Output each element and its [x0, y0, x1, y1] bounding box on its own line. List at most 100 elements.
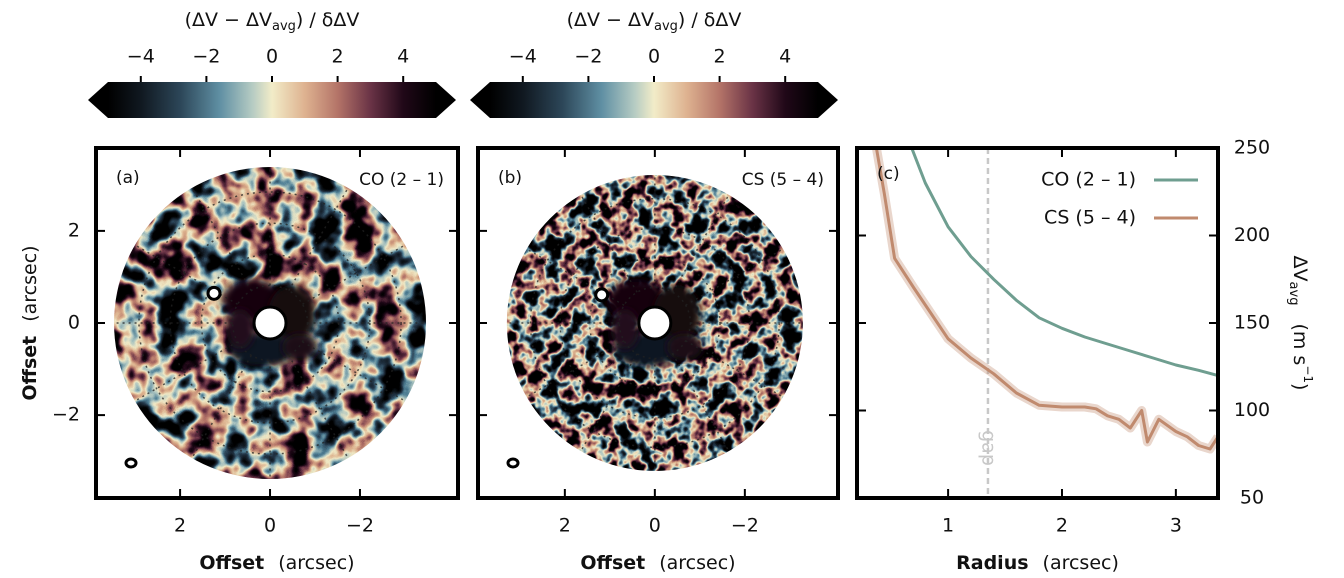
panel-label: (c): [877, 164, 900, 184]
planet-marker: [206, 285, 222, 301]
polar-grid: [191, 355, 252, 459]
panel-label: (a): [116, 168, 140, 188]
polar-grid: [685, 340, 784, 398]
polar-grid: [138, 191, 402, 455]
polar-grid: [302, 244, 406, 305]
colorbar-tick-label: −2: [192, 46, 220, 68]
axis-label: Offset (arcsec): [199, 552, 354, 574]
colorbar-tick-label: −4: [509, 46, 537, 68]
colorbar-tick-label: 4: [397, 46, 409, 68]
polar-grid: [580, 353, 638, 452]
polar-grid: [580, 194, 638, 293]
legend-label: CS (5 – 4): [1044, 207, 1136, 229]
beam: [124, 457, 138, 469]
center-blob: [610, 309, 639, 349]
polar-grid: [169, 222, 371, 424]
axis-title: Offset: [199, 552, 264, 574]
y-tick-label: 0: [68, 312, 80, 334]
y-tick-label: 50: [1240, 487, 1264, 509]
axis-title: Offset: [19, 336, 41, 401]
colorbar-extend: [436, 82, 456, 118]
annotation: CS (5 – 4): [742, 170, 824, 190]
colorbar-label-sub: avg: [272, 19, 296, 34]
y-tick-label: −2: [52, 404, 80, 426]
polar-grid: [685, 248, 784, 306]
plot-area: [871, 148, 1218, 498]
polar-grid: [302, 341, 406, 402]
series-line: [874, 148, 1218, 451]
panel-label: (b): [498, 168, 522, 188]
axis-label: Offset (arcsec): [580, 552, 735, 574]
series-line: [910, 148, 1218, 377]
gap-label: gap: [977, 430, 999, 466]
colorbar-tick-label: −2: [574, 46, 602, 68]
star-mask: [252, 305, 288, 341]
y-tick-label: 2: [68, 219, 80, 241]
plot-frame: [476, 146, 840, 500]
y-tick-label: 150: [1234, 312, 1270, 334]
y-tick-label: 200: [1234, 224, 1270, 246]
polar-grid: [288, 355, 349, 459]
beam: [506, 457, 520, 469]
colorbar-label-part: (ΔV − ΔV: [567, 9, 654, 31]
axis-unit: (arcsec): [19, 245, 41, 321]
uncertainty-band: [871, 148, 1218, 454]
axis-unit: (arcsec): [1043, 552, 1119, 574]
polar-grid: [288, 187, 349, 291]
planet-marker: [594, 287, 610, 303]
polar-grid: [526, 340, 625, 398]
colorbar-tick-label: 0: [648, 46, 660, 68]
axis-label: ΔVavg (m s−1): [1287, 256, 1316, 391]
polar-grid: [671, 353, 730, 452]
polar-grid: [588, 257, 721, 389]
colorbar-label-sub: avg: [654, 19, 678, 34]
colorbar-extend: [88, 82, 108, 118]
x-tick-label: −2: [731, 515, 759, 537]
colorbar-tick-label: −4: [127, 46, 155, 68]
axis-unit-sup: −1: [1302, 365, 1316, 383]
colorbar-label: (ΔV − ΔVavg) / δΔV: [567, 9, 742, 34]
axis-unit: ): [1290, 383, 1312, 390]
colorbar-label-part: (ΔV − ΔV: [185, 9, 272, 31]
axis-label: Radius (arcsec): [956, 552, 1119, 574]
polar-grid: [529, 197, 780, 449]
axis-unit: (m s: [1290, 323, 1312, 365]
plot-frame: [855, 146, 1220, 500]
axis-unit: (arcsec): [278, 552, 354, 574]
center-blob: [226, 309, 255, 349]
polar-grid: [559, 227, 751, 419]
x-tick-label: 0: [264, 515, 276, 537]
polar-grid: [134, 341, 238, 402]
colorbar-tick-label: 2: [714, 46, 726, 68]
axis-title: Radius: [956, 552, 1028, 574]
colorbar-tick-label: 4: [779, 46, 791, 68]
colorbar-label-part: ) / δΔV: [678, 9, 742, 31]
annotation: CO (2 – 1): [359, 170, 444, 190]
x-tick-label: 0: [649, 515, 661, 537]
x-tick-label: 1: [942, 515, 954, 537]
center-blob: [666, 333, 703, 361]
axis-title: ΔV: [1290, 256, 1312, 282]
y-tick-label: 250: [1234, 137, 1270, 159]
axis-title: Offset: [580, 552, 645, 574]
colorbar-label-part: ) / δΔV: [296, 9, 360, 31]
colorbar-tick-label: 0: [266, 46, 278, 68]
y-tick-label: 100: [1234, 399, 1270, 421]
colorbar: [490, 82, 818, 118]
colorbar-extend: [818, 82, 838, 118]
center-blob: [282, 333, 319, 361]
map-image: [114, 167, 427, 479]
legend-label: CO (2 – 1): [1041, 169, 1136, 191]
colorbar-label: (ΔV − ΔVavg) / δΔV: [185, 9, 360, 34]
colorbar: [108, 82, 436, 118]
plot-frame: [94, 146, 460, 500]
x-tick-label: 3: [1170, 515, 1182, 537]
x-tick-label: 2: [1056, 515, 1068, 537]
x-tick-label: 2: [174, 515, 186, 537]
colorbar-tick-label: 2: [332, 46, 344, 68]
colorbar-extend: [470, 82, 490, 118]
axis-unit: (arcsec): [659, 552, 735, 574]
polar-grid: [191, 187, 252, 291]
x-tick-label: −2: [346, 515, 374, 537]
star-mask: [637, 305, 673, 341]
